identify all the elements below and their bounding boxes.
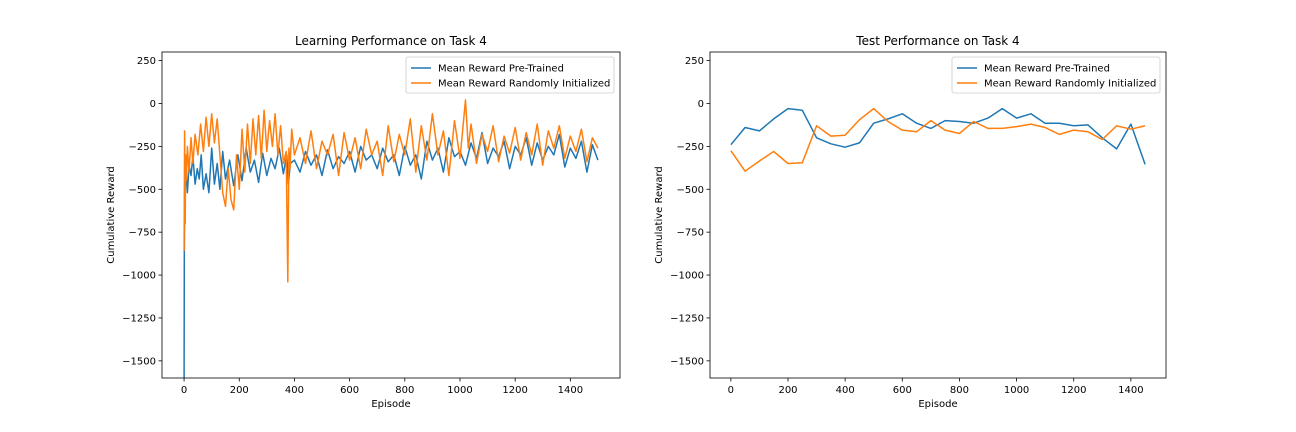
y-tick-label: 0 <box>150 99 156 110</box>
y-tick-label: −500 <box>129 185 156 196</box>
y-tick-label: 0 <box>698 99 704 110</box>
x-axis-title: Episode <box>371 399 410 410</box>
legend-box <box>405 56 615 94</box>
x-tick-label: 0 <box>728 385 734 396</box>
legend-box <box>951 56 1161 94</box>
chart-test-performance: 0 200 400 600 800 1000 1200 1400 250 0 −250 −500 −75… <box>654 34 1167 410</box>
x-tick-label: 1000 <box>1004 385 1029 396</box>
legend-label: Mean Reward Randomly Initialized <box>438 79 610 90</box>
y-tick-label: −250 <box>129 142 156 153</box>
x-tick-label: 1000 <box>447 385 472 396</box>
y-axis-title: Cumulative Reward <box>106 166 117 264</box>
legend: Mean Reward Pre-Trained Mean Reward Rando… <box>405 56 615 94</box>
x-tick-label: 800 <box>950 385 969 396</box>
legend: Mean Reward Pre-Trained Mean Reward Rando… <box>951 56 1161 94</box>
y-tick-label: −750 <box>677 228 704 239</box>
series-line-pre-trained <box>730 107 1146 165</box>
legend-label: Mean Reward Randomly Initialized <box>984 79 1156 90</box>
y-tick-label: −500 <box>677 185 704 196</box>
plot-frame <box>709 51 1167 379</box>
series-line-pre-trained <box>183 131 599 378</box>
y-tick-label: 250 <box>685 56 704 67</box>
y-tick-label: −1250 <box>122 313 156 324</box>
x-tick-label: 600 <box>893 385 912 396</box>
y-axis-title: Cumulative Reward <box>654 166 665 264</box>
y-tick-label: −1000 <box>122 271 156 282</box>
x-tick-label: 1400 <box>558 385 583 396</box>
x-axis-title: Episode <box>918 399 957 410</box>
x-tick-label: 1200 <box>502 385 527 396</box>
plot-frame <box>161 51 621 379</box>
y-tick-label: −250 <box>677 142 704 153</box>
chart-learning-performance: 0 200 400 600 800 1000 1200 1400 250 0 −250 −500 −75… <box>106 34 621 410</box>
x-tick-label: 1200 <box>1061 385 1086 396</box>
x-tick-label: 1400 <box>1118 385 1143 396</box>
x-tick-label: 400 <box>285 385 304 396</box>
y-tick-label: 250 <box>137 56 156 67</box>
legend-label: Mean Reward Pre-Trained <box>438 64 564 75</box>
chart-title: Learning Performance on Task 4 <box>295 34 487 48</box>
x-tick-label: 200 <box>778 385 797 396</box>
chart-title: Test Performance on Task 4 <box>855 34 1019 48</box>
x-tick-label: 0 <box>181 385 187 396</box>
x-tick-label: 200 <box>230 385 249 396</box>
x-tick-label: 400 <box>836 385 855 396</box>
y-tick-label: −1500 <box>122 356 156 367</box>
y-tick-label: −1000 <box>670 271 704 282</box>
y-tick-label: −750 <box>129 228 156 239</box>
y-tick-label: −1500 <box>670 356 704 367</box>
x-tick-label: 600 <box>340 385 359 396</box>
x-tick-label: 800 <box>395 385 414 396</box>
y-tick-label: −1250 <box>670 313 704 324</box>
legend-label: Mean Reward Pre-Trained <box>984 64 1110 75</box>
series-line-randomly-initialized <box>730 107 1146 172</box>
series-line-randomly-initialized <box>183 99 599 283</box>
